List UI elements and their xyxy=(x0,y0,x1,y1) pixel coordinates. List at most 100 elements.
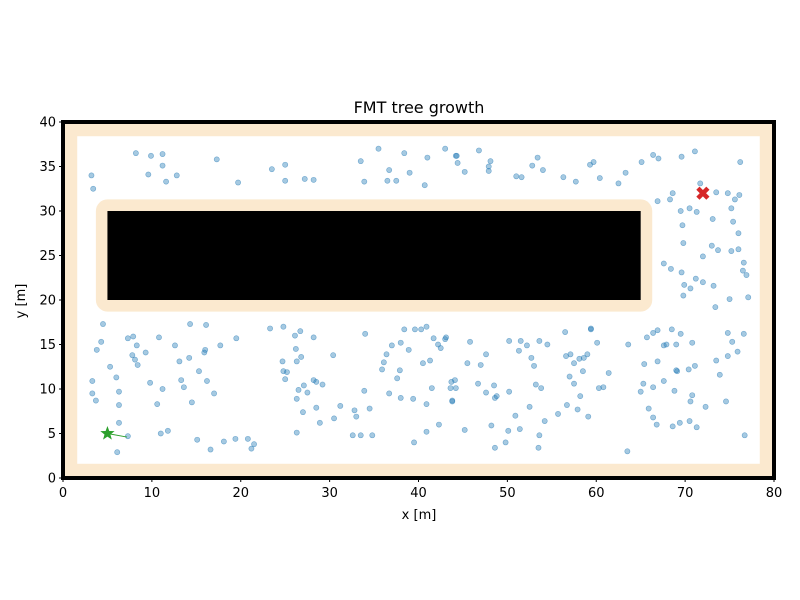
sample-point xyxy=(461,168,468,175)
sample-point xyxy=(448,378,455,385)
sample-point xyxy=(292,332,298,339)
sample-points xyxy=(88,145,752,456)
sample-point xyxy=(668,326,675,333)
sample-point xyxy=(467,338,473,345)
sample-point xyxy=(678,269,685,276)
sample-point xyxy=(203,322,209,328)
sample-point xyxy=(304,389,311,396)
sample-point xyxy=(524,342,530,349)
sample-point xyxy=(89,378,96,384)
sample-point xyxy=(396,367,403,374)
sample-point xyxy=(163,178,169,185)
sample-point xyxy=(251,441,257,448)
y-tick-label: 15 xyxy=(39,338,56,353)
sample-point xyxy=(740,330,747,337)
sample-point xyxy=(663,341,670,348)
sample-point xyxy=(401,150,408,157)
sample-point xyxy=(366,405,373,412)
sample-point xyxy=(637,388,644,395)
sample-point xyxy=(624,448,631,455)
sample-point xyxy=(512,412,519,419)
sample-point xyxy=(488,422,495,429)
sample-point xyxy=(574,406,581,413)
sample-point xyxy=(297,328,304,335)
sample-point xyxy=(674,368,681,375)
sample-point xyxy=(702,403,709,410)
goal-x-marker xyxy=(696,186,710,200)
start-goal-markers xyxy=(100,186,710,440)
sample-point xyxy=(442,145,449,152)
sample-point xyxy=(676,419,683,426)
sample-point xyxy=(180,384,187,391)
sample-point xyxy=(577,393,584,400)
x-tick-label: 20 xyxy=(232,486,249,501)
y-tick-label: 20 xyxy=(39,294,56,309)
sample-point xyxy=(600,384,607,391)
sample-point xyxy=(566,373,573,380)
sample-point xyxy=(452,377,458,383)
sample-point xyxy=(535,444,542,451)
sample-point xyxy=(394,375,401,382)
sample-point xyxy=(590,159,597,165)
sample-point xyxy=(421,182,428,189)
sample-point xyxy=(487,158,494,165)
sample-point xyxy=(300,382,307,389)
sample-point xyxy=(280,323,287,330)
sample-point xyxy=(687,285,694,292)
sample-point xyxy=(518,174,525,181)
sample-point xyxy=(736,192,743,198)
sample-point xyxy=(159,162,166,169)
sample-point xyxy=(735,246,742,253)
sample-point xyxy=(386,390,393,397)
sample-point xyxy=(406,169,413,176)
sample-point xyxy=(211,390,217,397)
sample-point xyxy=(298,354,305,360)
sample-point xyxy=(584,351,591,358)
sample-point xyxy=(411,439,417,446)
y-tick-label: 30 xyxy=(39,205,56,220)
sample-point xyxy=(217,342,224,349)
sample-point xyxy=(207,446,214,453)
y-axis-label: y [m] xyxy=(14,284,29,319)
sample-point xyxy=(452,385,459,392)
sample-point xyxy=(331,415,337,422)
sample-point xyxy=(679,222,686,229)
sample-point xyxy=(176,358,183,365)
sample-point xyxy=(640,380,647,387)
sample-point xyxy=(349,432,356,439)
sample-point xyxy=(536,432,543,439)
sample-point xyxy=(232,435,239,442)
sample-point xyxy=(517,338,524,344)
x-tick-label: 30 xyxy=(321,486,338,501)
y-tick-label: 35 xyxy=(39,160,56,175)
sample-point xyxy=(585,413,592,420)
sample-point xyxy=(357,158,364,165)
sample-point xyxy=(724,190,731,197)
sample-point xyxy=(485,168,492,174)
sample-point xyxy=(506,388,513,395)
sample-point xyxy=(157,430,164,437)
sample-point xyxy=(726,296,733,303)
sample-point xyxy=(580,368,586,375)
sample-point xyxy=(526,403,533,410)
sample-point xyxy=(362,330,369,337)
sample-point xyxy=(449,398,456,405)
sample-point xyxy=(580,354,587,361)
sample-point xyxy=(660,260,667,267)
sample-point xyxy=(148,152,154,159)
sample-point xyxy=(423,323,430,330)
sample-point xyxy=(114,449,121,456)
sample-point xyxy=(734,348,741,355)
sample-point xyxy=(532,381,539,388)
sample-point xyxy=(423,401,430,408)
sample-point xyxy=(513,173,520,180)
sample-point xyxy=(113,374,120,381)
sample-point xyxy=(337,403,344,409)
sample-point xyxy=(282,376,289,383)
sample-point xyxy=(279,358,286,365)
sample-point xyxy=(700,279,706,286)
sample-point xyxy=(375,145,382,152)
sample-point xyxy=(353,413,360,420)
sample-point xyxy=(116,388,122,395)
